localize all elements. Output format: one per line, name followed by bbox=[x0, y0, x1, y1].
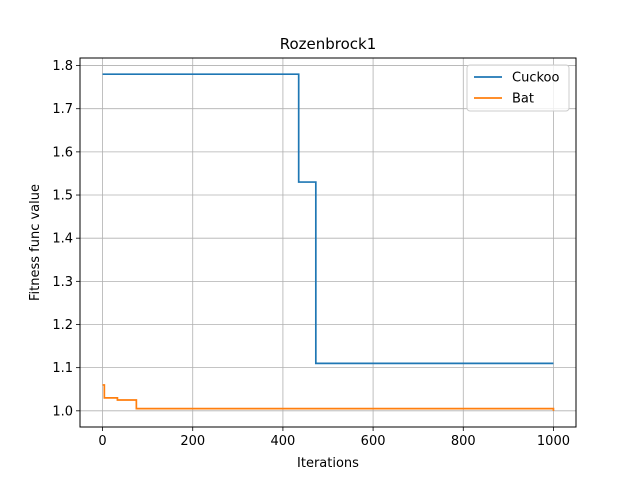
series-line-bat bbox=[102, 384, 555, 411]
legend: Cuckoo Bat bbox=[466, 64, 570, 112]
y-tick-label: 1.8 bbox=[52, 59, 73, 74]
y-tick-label: 1.7 bbox=[52, 102, 73, 117]
x-axis-label: Iterations bbox=[297, 456, 359, 471]
x-tick-label: 800 bbox=[451, 434, 476, 449]
y-tick-label: 1.3 bbox=[52, 275, 73, 290]
x-tick-label: 200 bbox=[180, 434, 205, 449]
plot-frame bbox=[79, 57, 577, 428]
x-tick-label: 1000 bbox=[537, 434, 570, 449]
y-tick-label: 1.6 bbox=[52, 145, 73, 160]
y-tick-label: 1.2 bbox=[52, 318, 73, 333]
y-tick-label: 1.5 bbox=[52, 189, 73, 204]
legend-entry: Cuckoo bbox=[512, 71, 559, 86]
legend-entry: Bat bbox=[512, 92, 534, 107]
grid bbox=[80, 58, 576, 427]
series-line-cuckoo bbox=[102, 73, 554, 365]
y-tick-label: 1.0 bbox=[52, 404, 73, 419]
chart-title: Rozenbrock1 bbox=[280, 35, 377, 53]
y-tick-label: 1.1 bbox=[52, 361, 73, 376]
x-tick-label: 0 bbox=[98, 434, 106, 449]
x-tick-label: 600 bbox=[361, 434, 386, 449]
y-axis-label: Fitness func value bbox=[28, 184, 43, 301]
series-layer bbox=[102, 73, 555, 411]
y-tick-label: 1.4 bbox=[52, 232, 73, 247]
x-tick-label: 400 bbox=[270, 434, 295, 449]
ticks: 0 200 400 600 800 1000 1.0 1.1 1.2 1.3 1.4 1.5 1.6 1.… bbox=[52, 59, 570, 449]
